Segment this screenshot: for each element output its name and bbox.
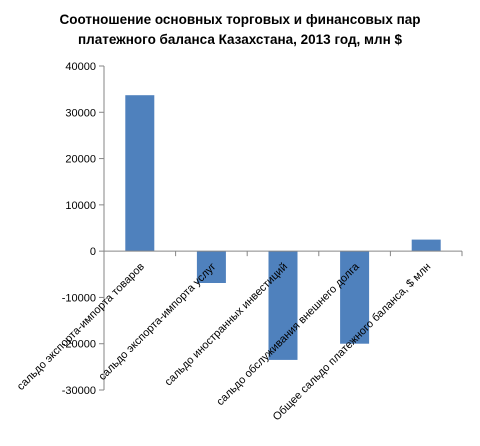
y-axis: 40000 30000 20000 10000 0 -10000 -20000 -30000 (62, 61, 105, 397)
bar (268, 251, 298, 360)
bars (125, 95, 441, 360)
y-tick-label: 0 (90, 246, 96, 258)
y-tick-label: 40000 (65, 61, 96, 73)
x-axis (103, 250, 463, 257)
y-tick-label: -10000 (62, 292, 96, 304)
bar (411, 239, 441, 252)
y-tick-label: 10000 (65, 200, 96, 212)
y-tick-label: 30000 (65, 107, 96, 119)
bar (125, 95, 155, 252)
bar (340, 251, 370, 344)
category-label: сальдо экспорта-импорта услуг (96, 261, 218, 383)
chart-title: Соотношение основных торговых и финансов… (0, 10, 480, 50)
category-label: сальдо экспорта-импорта товаров (15, 261, 147, 393)
y-tick-label: -20000 (62, 339, 96, 351)
chart-title-line-2: платежного баланса Казахстана, 2013 год,… (77, 32, 403, 47)
y-tick-label: -30000 (62, 385, 96, 397)
chart-title-line-1: Соотношение основных торговых и финансов… (59, 12, 421, 27)
bar (196, 251, 226, 283)
y-tick-label: 20000 (65, 154, 96, 166)
